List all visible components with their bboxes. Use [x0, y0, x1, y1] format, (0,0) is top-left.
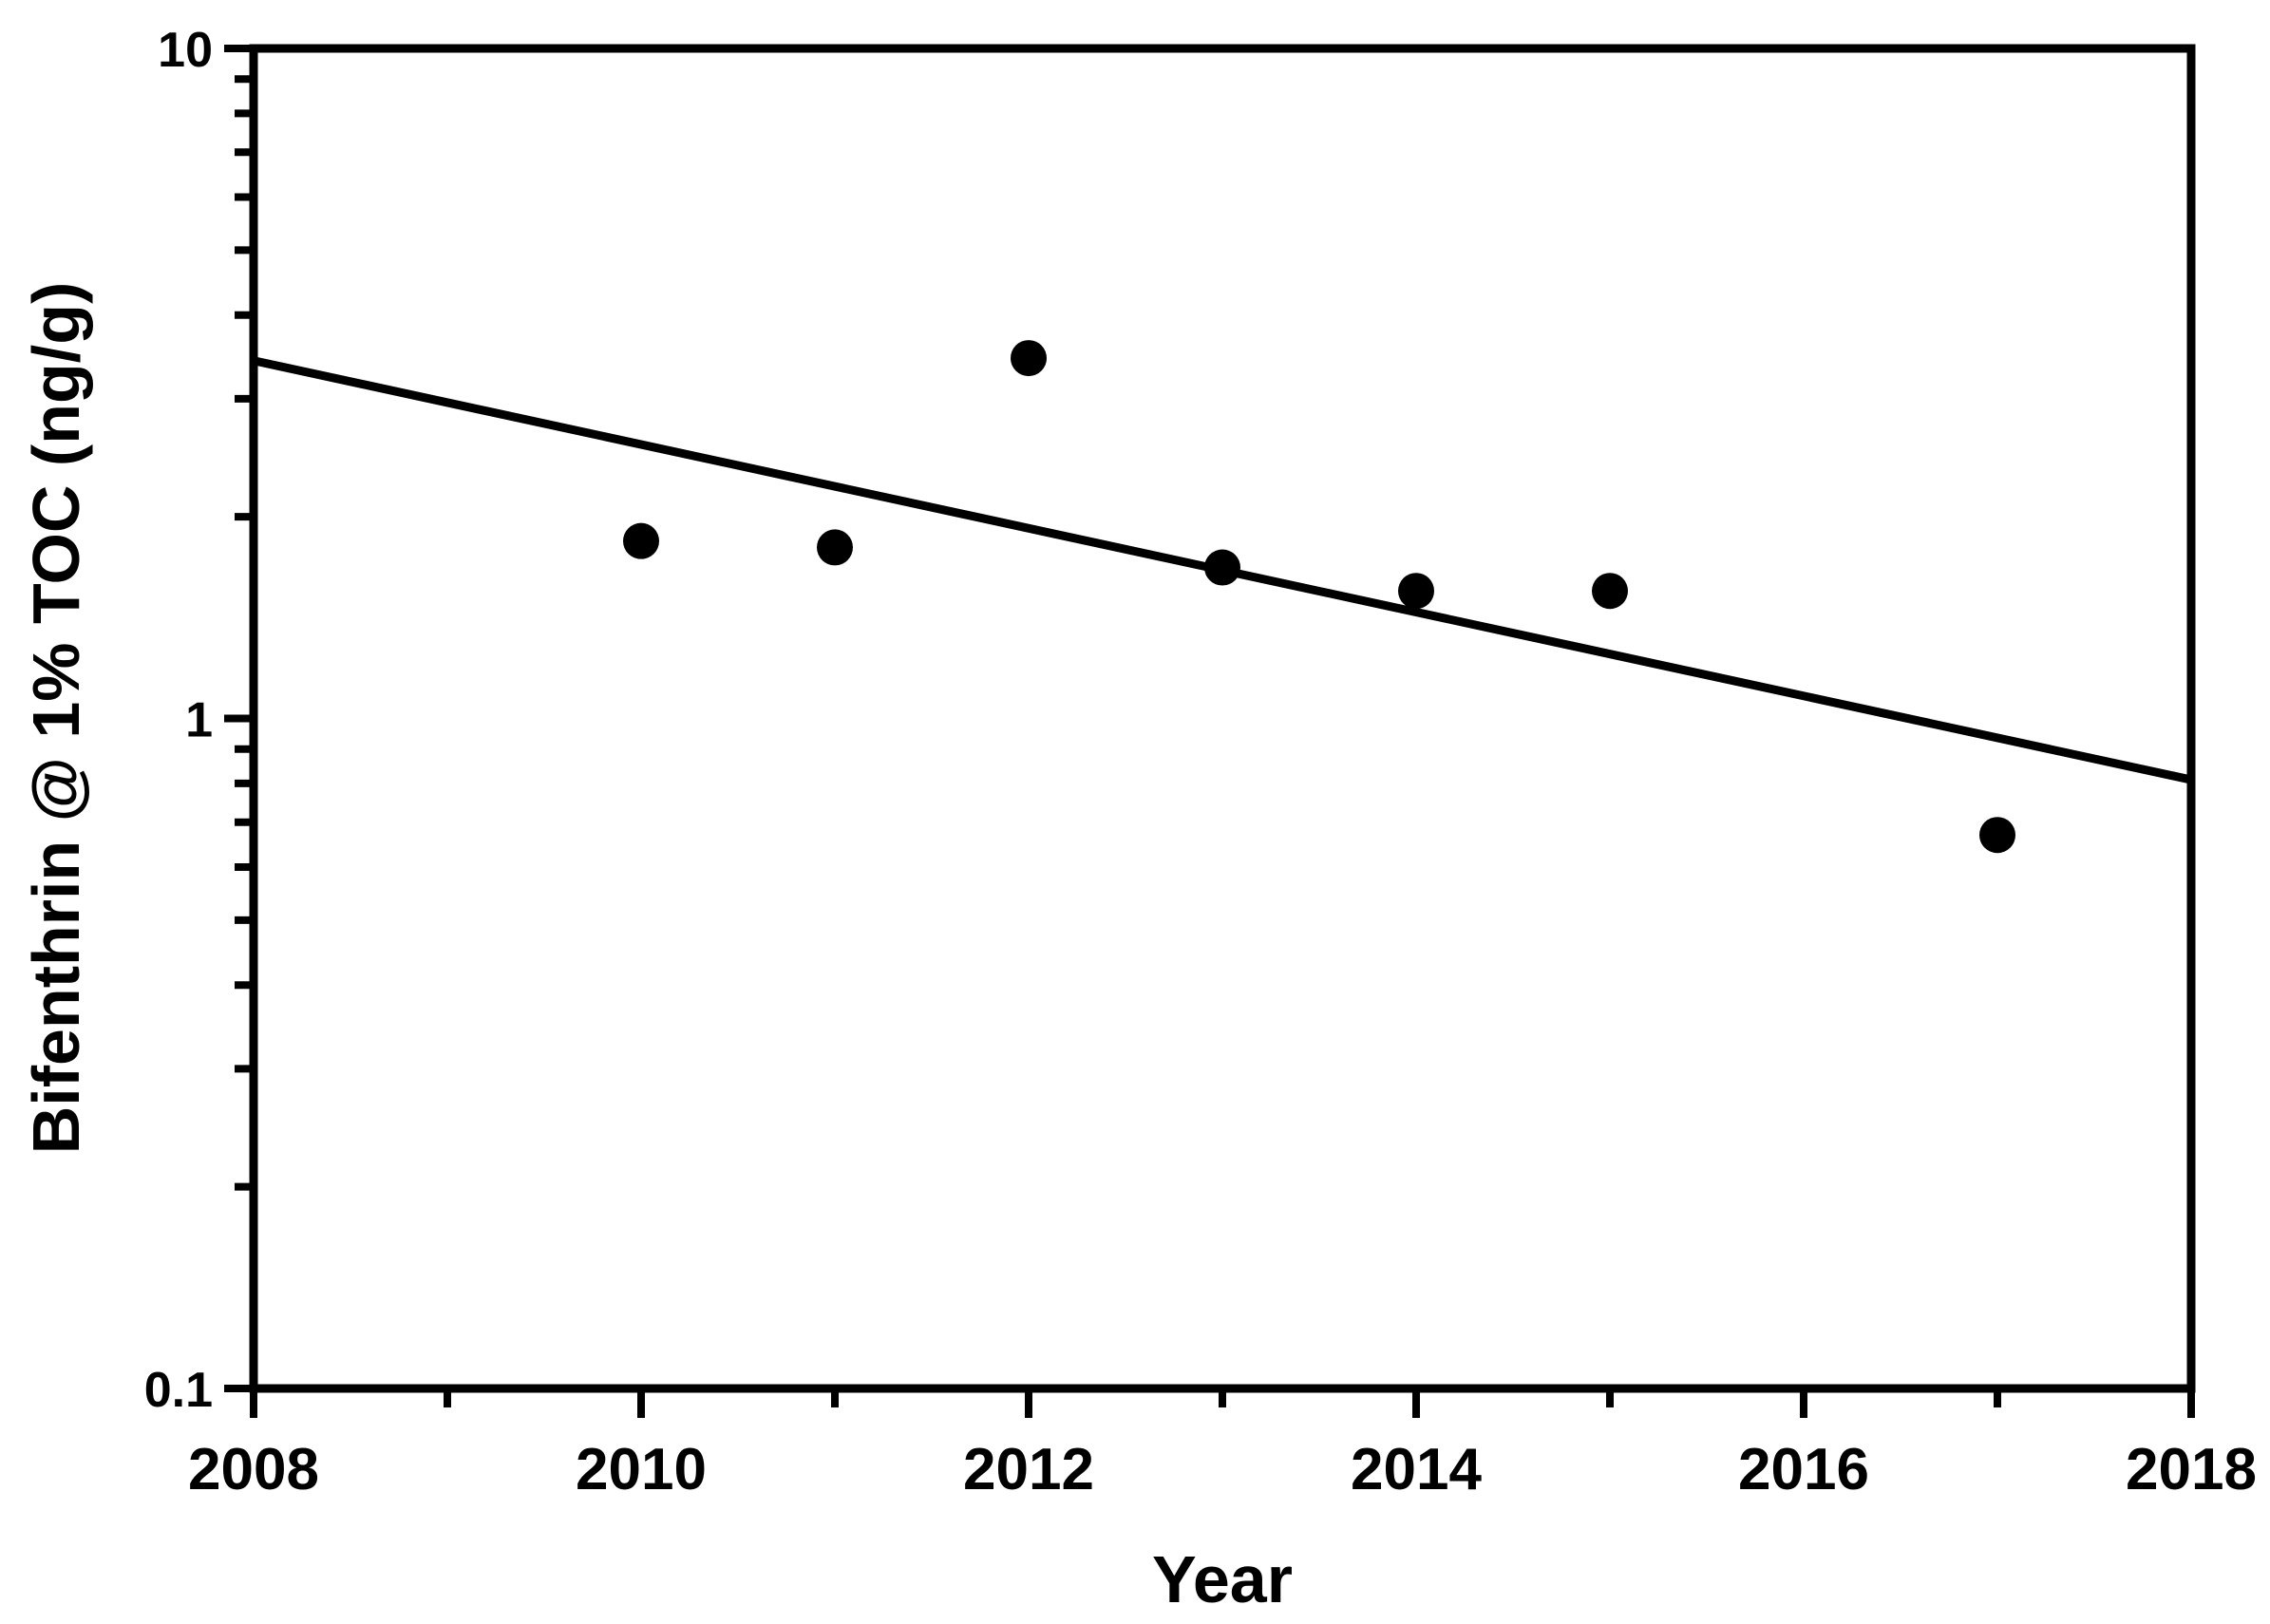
x-tick-label: 2016: [1738, 1437, 1869, 1502]
x-tick-label: 2014: [1351, 1437, 1482, 1502]
y-tick-label: 0.1: [144, 1363, 213, 1418]
y-axis-title: Bifenthrin @ 1% TOC (ng/g): [19, 282, 93, 1155]
data-point: [1592, 573, 1628, 610]
data-point: [1011, 340, 1047, 377]
data-point: [623, 522, 659, 559]
y-tick-label: 1: [185, 693, 213, 748]
x-tick-label: 2012: [963, 1437, 1094, 1502]
tick-labels-layer: 2008 2010 2012 2014 2016 2018 10 1 0.1: [144, 23, 2257, 1502]
y-tick-label: 10: [158, 23, 213, 78]
axis-ticks-layer: [224, 45, 2195, 1418]
x-tick-label: 2010: [576, 1437, 707, 1502]
data-point: [1979, 817, 2015, 854]
data-point: [1398, 573, 1434, 610]
x-axis-title: Year: [1152, 1542, 1293, 1616]
x-tick-label: 2018: [2126, 1437, 2257, 1502]
data-points-layer: [623, 340, 2015, 854]
x-tick-label: 2008: [188, 1437, 319, 1502]
data-point: [817, 529, 853, 566]
data-point: [1204, 549, 1240, 586]
